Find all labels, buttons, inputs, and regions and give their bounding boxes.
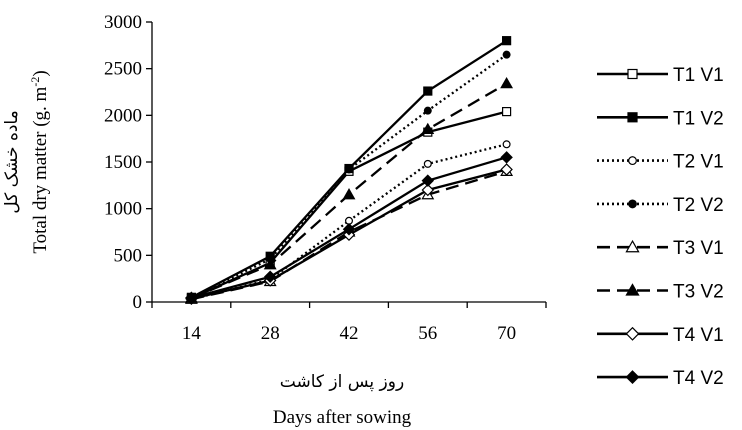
series-t4-v2 — [185, 151, 513, 305]
data-point — [502, 36, 512, 46]
legend-swatch-marker — [628, 156, 637, 166]
data-point — [421, 183, 435, 197]
x-axis-label-fa: روز پس از کاشت — [280, 372, 404, 392]
data-point — [423, 86, 433, 96]
data-point — [421, 122, 435, 134]
data-point — [502, 140, 511, 149]
x-tick-label: 56 — [418, 323, 437, 344]
series-line — [191, 170, 507, 301]
data-point — [345, 165, 354, 174]
y-axis-label: Total dry matter (g. m-2) — [28, 70, 51, 253]
y-tick-label: 1000 — [104, 199, 142, 220]
legend-swatch-marker — [625, 370, 640, 385]
legend-entry: T4 V2 — [597, 368, 724, 389]
data-point — [423, 106, 432, 115]
legend-swatch-marker — [625, 326, 640, 341]
legend-entry: T3 V2 — [597, 282, 724, 303]
series-layer — [184, 36, 514, 305]
y-axis-label-sup: -2 — [28, 77, 42, 87]
data-point — [342, 188, 356, 200]
x-tick-label: 14 — [182, 323, 202, 344]
legend-swatch-marker — [627, 68, 638, 80]
data-point — [423, 159, 432, 168]
legend-swatch-marker — [628, 199, 637, 209]
legend-swatch-marker — [625, 239, 640, 253]
y-tick-label: 2000 — [104, 105, 142, 126]
x-tick-label: 42 — [340, 323, 359, 344]
legend-entry: T2 V2 — [597, 195, 724, 216]
axes: 0 500 1000 1500 2000 2500 3000 14 28 42 56 70 — [104, 12, 547, 344]
legend-label: T1 V2 — [673, 108, 724, 129]
legend-entry: T1 V2 — [597, 108, 724, 129]
x-axis-label: Days after sowing — [273, 407, 412, 428]
data-point — [421, 174, 435, 187]
data-point — [185, 291, 198, 305]
legend-label: T4 V2 — [673, 368, 724, 389]
data-point — [502, 106, 512, 117]
legend-label: T3 V2 — [673, 282, 724, 303]
legend-entry: T2 V1 — [597, 152, 724, 173]
legend-label: T3 V1 — [673, 238, 724, 259]
y-tick-label: 2500 — [104, 59, 142, 80]
legend-label: T2 V2 — [673, 195, 724, 216]
legend-swatch-marker — [625, 283, 640, 296]
data-point — [342, 222, 356, 236]
series-t3-v2 — [184, 76, 514, 303]
legend-entry: T1 V1 — [597, 65, 724, 86]
x-tick-label: 70 — [497, 323, 516, 344]
legend-entry: T4 V1 — [597, 325, 724, 346]
series-t2-v2 — [187, 50, 511, 302]
data-point — [500, 151, 513, 164]
y-tick-label: 500 — [114, 245, 143, 266]
data-point — [500, 163, 513, 176]
series-line — [190, 53, 508, 299]
y-tick-label: 0 — [133, 292, 143, 313]
data-point — [263, 270, 277, 284]
legend-swatch-marker — [627, 112, 638, 123]
legend: T1 V1 T1 V2 T2 V1 T2 V2 T3 V1 T3 V2 T4 V1 T4 V2 — [597, 65, 724, 389]
legend-label: T4 V1 — [673, 325, 724, 346]
y-tick-label: 1500 — [104, 152, 142, 173]
legend-label: T1 V1 — [673, 65, 724, 86]
data-point — [502, 50, 511, 59]
legend-label: T2 V1 — [673, 152, 724, 173]
x-tick-label: 28 — [261, 323, 280, 344]
y-axis-label-end: ) — [30, 70, 51, 76]
y-axis-label-main: Total dry matter (g. m — [30, 86, 51, 253]
y-tick-label: 3000 — [104, 12, 142, 33]
series-line — [190, 110, 507, 300]
legend-entry: T3 V1 — [597, 238, 724, 259]
data-point — [500, 76, 514, 89]
data-point — [263, 258, 277, 270]
y-axis-label-fa: ماده خشک کل — [2, 110, 22, 213]
